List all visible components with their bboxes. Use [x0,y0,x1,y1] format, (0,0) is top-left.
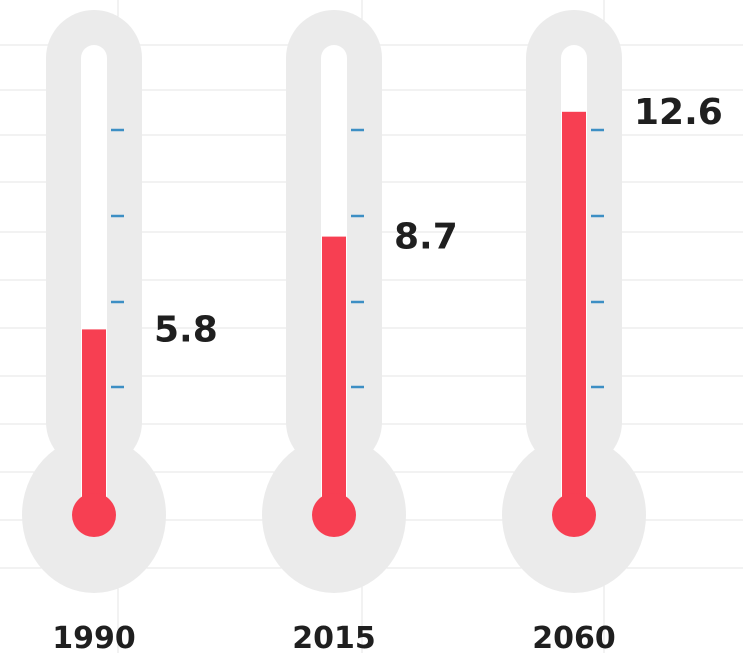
thermometer: 5.8 1990 [22,10,218,653]
thermometers: 5.8 1990 8.7 2015 12.6 2060 [22,10,723,653]
thermometer: 8.7 2015 [262,10,458,653]
thermometer: 12.6 2060 [502,10,723,653]
temperature-bar [322,236,346,515]
temperature-bulb [552,493,596,537]
value-label: 5.8 [154,309,218,350]
temperature-bulb [72,493,116,537]
temperature-bulb [312,493,356,537]
temperature-bar [562,111,586,516]
category-label: 1990 [52,621,136,653]
category-label: 2015 [292,621,376,653]
value-label: 8.7 [394,217,458,258]
temperature-bar [82,329,106,515]
category-label: 2060 [532,621,616,653]
value-label: 12.6 [634,92,723,133]
